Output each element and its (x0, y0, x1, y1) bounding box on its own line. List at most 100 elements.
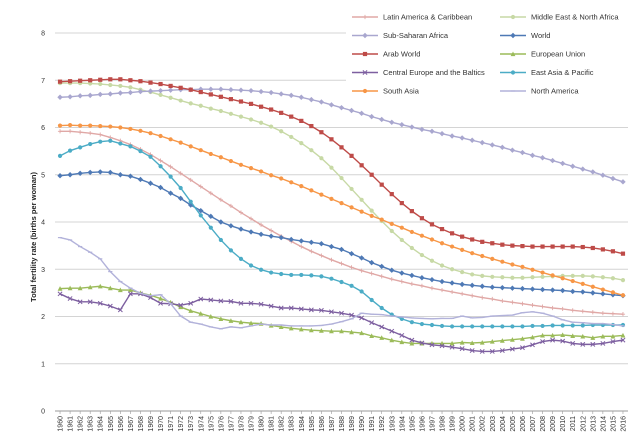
data-point (490, 324, 495, 329)
data-point (389, 328, 395, 334)
data-point (530, 275, 535, 280)
x-tick-label: 1986 (319, 416, 326, 432)
x-tick-label: 1987 (329, 416, 336, 432)
data-point (369, 333, 375, 338)
data-point (610, 276, 616, 281)
data-point (127, 89, 134, 96)
data-point (449, 340, 455, 346)
data-point (530, 334, 535, 340)
data-point (570, 278, 575, 284)
data-point (460, 247, 465, 252)
data-point (439, 226, 445, 232)
data-point (228, 97, 234, 102)
legend-item: Middle East & North Africa (500, 13, 619, 22)
data-point (600, 172, 606, 178)
data-point (419, 340, 425, 346)
data-point (358, 255, 365, 261)
data-point (218, 155, 223, 160)
data-point (570, 340, 576, 346)
y-tick-label: 1 (41, 361, 45, 368)
data-point (429, 237, 435, 242)
data-point (158, 296, 163, 301)
data-point (469, 282, 475, 289)
data-point (419, 252, 425, 258)
data-point (359, 163, 364, 168)
data-point (248, 320, 254, 326)
data-point (308, 239, 315, 246)
data-point (399, 270, 405, 276)
data-point (449, 280, 455, 286)
data-point (57, 172, 63, 179)
data-point (480, 253, 485, 259)
series-latin-america-caribbean (57, 129, 626, 317)
data-point (208, 213, 214, 220)
data-point (419, 233, 425, 238)
data-point (289, 272, 294, 278)
x-tick-label: 2007 (530, 416, 537, 432)
x-tick-label: 2016 (620, 416, 627, 432)
data-point (460, 269, 465, 275)
data-point (349, 205, 354, 210)
data-point (580, 341, 586, 347)
x-tick-label: 2006 (520, 416, 527, 432)
data-point (319, 156, 324, 161)
data-point (88, 81, 93, 86)
data-point (499, 144, 506, 151)
data-point (620, 251, 626, 256)
data-point (339, 175, 344, 181)
legend-swatch-marker (510, 70, 516, 75)
data-point (399, 225, 404, 230)
data-point (147, 180, 154, 186)
legend: Latin America & Caribbean Middle East & N… (346, 8, 628, 104)
data-point (449, 231, 455, 236)
y-tick-label: 0 (41, 409, 45, 416)
data-point (349, 265, 354, 270)
data-point (459, 135, 465, 141)
data-point (238, 99, 244, 104)
data-point (127, 287, 133, 293)
data-point (559, 287, 566, 294)
data-point (399, 339, 405, 345)
y-tick-label: 7 (41, 78, 45, 85)
data-point (57, 153, 63, 158)
data-point (57, 94, 63, 100)
x-tick-label: 2000 (460, 416, 467, 432)
legend-label: Arab World (383, 50, 420, 59)
data-point (308, 96, 315, 103)
x-tick-label: 1971 (168, 416, 175, 432)
data-point (359, 330, 365, 336)
data-point (329, 257, 334, 262)
data-point (309, 273, 314, 278)
data-point (500, 242, 505, 247)
data-point (78, 145, 83, 150)
data-point (158, 164, 163, 169)
series-sub-saharan-africa (57, 86, 626, 185)
data-point (278, 234, 284, 241)
data-point (329, 276, 334, 281)
data-point (359, 289, 364, 294)
data-point (218, 237, 223, 243)
data-point (489, 142, 495, 148)
data-point (77, 93, 83, 99)
data-point (128, 85, 133, 90)
data-point (138, 79, 143, 84)
x-tick-label: 2011 (570, 416, 577, 431)
data-point (78, 123, 83, 128)
data-point (519, 149, 526, 156)
data-point (107, 91, 113, 97)
x-tick-label: 2009 (550, 416, 557, 432)
data-point (298, 238, 304, 244)
data-point (78, 130, 83, 135)
data-point (218, 316, 224, 321)
data-point (479, 283, 485, 289)
data-point (368, 113, 375, 120)
data-point (107, 303, 113, 309)
data-point (288, 305, 294, 311)
data-point (429, 322, 435, 328)
data-point (369, 297, 374, 303)
data-point (288, 236, 294, 243)
data-point (208, 191, 213, 196)
data-point (590, 169, 596, 175)
data-point (218, 219, 224, 225)
x-tick-label: 2001 (470, 416, 477, 432)
